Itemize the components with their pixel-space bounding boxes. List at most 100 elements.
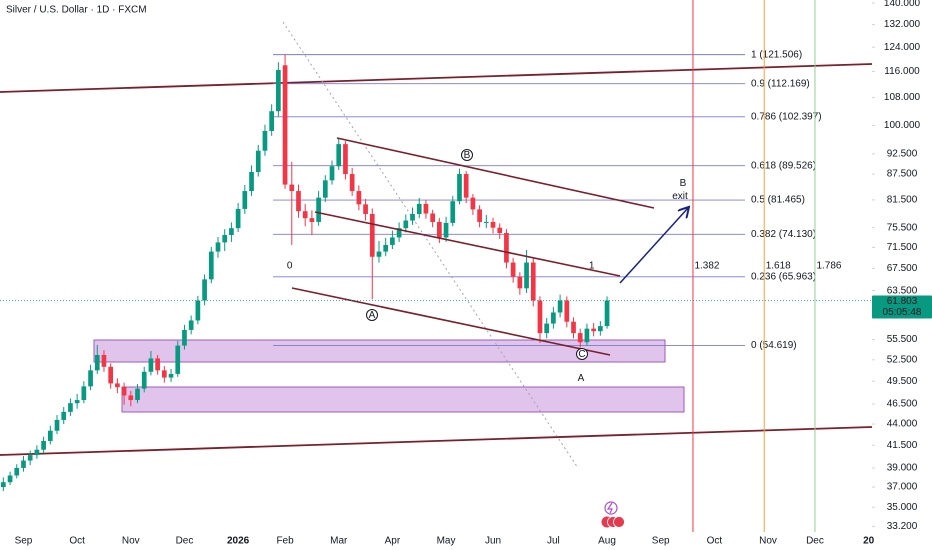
channel-line [336, 137, 655, 209]
y-tick-label: 35.000 [887, 502, 918, 513]
candle-body [229, 228, 234, 235]
y-tick-label: 108.000 [884, 92, 921, 103]
candle-body [235, 208, 241, 229]
channel-line [291, 287, 611, 356]
support-zone [121, 386, 685, 413]
wave-label: C [578, 349, 585, 360]
candle-body [128, 395, 134, 401]
chart-title: Silver / U.S. Dollar · 1D · FXCM [6, 5, 147, 16]
fib-label: 0.236 (65.963) [751, 271, 816, 282]
candle-body [369, 213, 375, 257]
candle-body [571, 321, 576, 334]
candle-body [410, 213, 415, 221]
candle-body [483, 221, 489, 223]
candle-body [443, 222, 449, 238]
candle-body [175, 345, 181, 374]
x-tick-label: Dec [176, 536, 194, 547]
candle-body [269, 111, 275, 131]
candle-body [68, 403, 73, 412]
x-tick-label: Apr [385, 536, 401, 547]
candle-body [423, 203, 429, 214]
candle-body [477, 209, 482, 222]
candle-body [1, 482, 6, 488]
fib-label: 0.382 (74.130) [751, 229, 816, 240]
candle-body [544, 323, 550, 334]
wave-label: B [680, 178, 687, 189]
wave-circle [461, 149, 473, 161]
candle-body [141, 371, 147, 389]
x-tick-label: Aug [598, 536, 616, 547]
fib-time-label: 0 [287, 261, 293, 272]
candle-body [336, 144, 342, 167]
candle-body [322, 180, 328, 198]
price-tag [872, 295, 932, 319]
candle-body [591, 328, 596, 332]
wave-label: exit [672, 191, 688, 202]
price-tag-value: 61.803 [887, 296, 918, 307]
x-tick-label: Mar [330, 536, 348, 547]
projection-arrow [619, 208, 688, 284]
candle-body [188, 320, 194, 330]
y-tick-label: 92.500 [887, 148, 918, 159]
fib-time-label: 1.786 [816, 261, 841, 272]
candle-body [135, 388, 140, 401]
candles [1, 54, 610, 492]
candle-body [437, 221, 442, 238]
candle-body [577, 333, 583, 343]
wave-label: A [369, 310, 376, 321]
candle-body [343, 144, 348, 175]
candle-body [54, 419, 60, 431]
x-tick-label: Sep [15, 536, 33, 547]
candle-body [376, 251, 382, 257]
trend-line [0, 63, 872, 93]
y-tick-label: 67.500 [887, 263, 918, 274]
countdown: 05:05:48 [883, 307, 922, 318]
trend-line [0, 426, 872, 456]
candle-body [309, 218, 315, 222]
candle-body [121, 387, 127, 396]
candle-body [101, 355, 107, 367]
candle-body [584, 328, 590, 343]
candle-body [396, 228, 402, 238]
candle-body [450, 201, 456, 223]
candle-body [329, 166, 335, 181]
x-tick-label: Feb [276, 536, 294, 547]
fib-label: 0.9 (112.169) [751, 78, 810, 89]
candle-body [34, 449, 40, 456]
candle-body [47, 430, 53, 441]
event-icon [604, 501, 618, 515]
candle-body [195, 300, 201, 321]
y-tick-label: 46.500 [887, 399, 918, 410]
candle-body [316, 197, 321, 222]
x-tick-label: Jun [485, 536, 501, 547]
dotted-line [282, 21, 579, 469]
y-tick-label: 81.500 [887, 195, 918, 206]
candle-body [403, 220, 409, 229]
x-tick-label: May [437, 536, 456, 547]
candle-body [7, 475, 13, 483]
candle-body [208, 251, 214, 280]
fib-time-label: 1.382 [694, 261, 719, 272]
candle-body [356, 191, 362, 205]
candle-body [463, 174, 469, 198]
candle-body [557, 300, 563, 313]
candle-body [416, 203, 422, 214]
axes: 140.000 132.000 124.000 116.000 108.000 100.0… [15, 0, 932, 547]
candle-body [530, 262, 536, 301]
candle-body [108, 366, 114, 384]
candle-body [14, 467, 20, 476]
x-tick-label: 20 [863, 536, 875, 547]
candle-body [470, 197, 476, 210]
candle-body [597, 326, 603, 332]
candle-body [41, 440, 46, 450]
candle-body [430, 213, 435, 222]
x-tick-label: Oct [69, 536, 85, 547]
wave-circle [366, 309, 378, 321]
candle-body [222, 234, 228, 243]
candle-body [510, 262, 516, 277]
candle-body [524, 262, 529, 289]
candle-body [182, 329, 187, 346]
wave-circle [576, 348, 588, 360]
